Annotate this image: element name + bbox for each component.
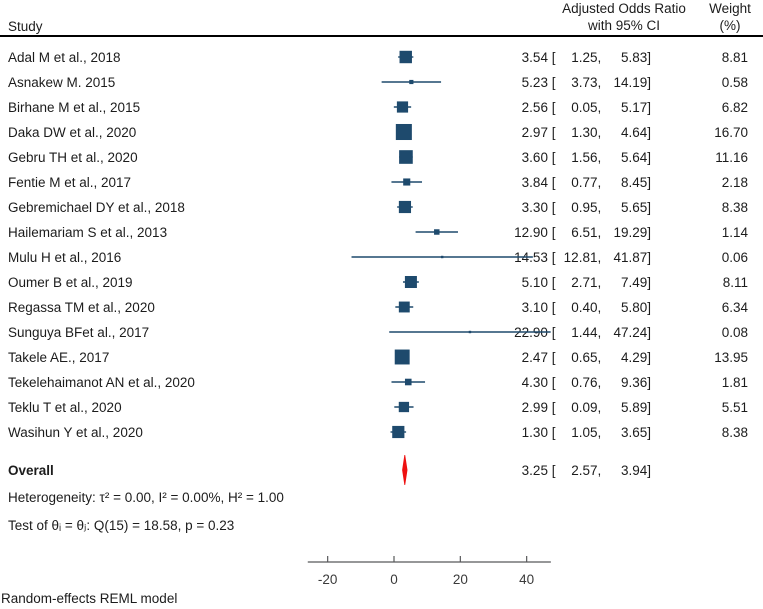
effect-marker (398, 301, 410, 313)
effect-marker (396, 101, 409, 113)
weight-column-header-line2: (%) (719, 17, 741, 33)
x-axis-tick-label: 0 (390, 572, 398, 587)
study-name: Gebremichael DY et al., 2018 (8, 199, 185, 215)
effect-marker (398, 401, 410, 413)
study-weight: 8.11 (722, 274, 748, 290)
study-effect-ci: 5.23 [3.73, 14.19] (521, 74, 651, 90)
study-name: Adal M et al., 2018 (8, 49, 121, 65)
effect-marker (409, 79, 414, 85)
study-name: Teklu T et al., 2020 (8, 399, 122, 415)
study-effect-ci: 5.10 [2.71, 7.49] (521, 274, 651, 290)
effect-marker (404, 378, 412, 386)
study-name: Daka DW et al., 2020 (8, 124, 137, 140)
x-axis-tick-label: 40 (519, 572, 534, 587)
weight-column-header-line1: Weight (709, 1, 751, 16)
study-effect-ci: 1.30 [1.05, 3.65] (521, 424, 651, 440)
study-weight: 0.08 (721, 324, 748, 340)
study-name: Oumer B et al., 2019 (8, 274, 133, 290)
study-name: Fentie M et al., 2017 (8, 174, 132, 190)
study-name: Sunguya BFet al., 2017 (8, 324, 150, 340)
study-weight: 6.34 (721, 299, 748, 315)
effect-column-header-line1: Adjusted Odds Ratio (562, 1, 686, 16)
study-weight: 2.18 (721, 174, 748, 190)
header-divider (0, 35, 763, 37)
model-note: Random-effects REML model (1, 591, 178, 606)
effect-column-header: Adjusted Odds Ratio with 95% CI (548, 1, 700, 34)
overall-effect-ci: 3.25 [2.57, 3.94] (521, 462, 651, 478)
study-name: Mulu H et al., 2016 (8, 249, 122, 265)
effect-marker (392, 425, 405, 439)
study-effect-ci: 3.84 [0.77, 8.45] (521, 174, 651, 190)
study-effect-ci: 2.97 [1.30, 4.64] (521, 124, 651, 140)
study-weight: 5.51 (721, 399, 748, 415)
study-effect-ci: 3.10 [0.40, 5.80] (521, 299, 651, 315)
study-name: Tekelehaimanot AN et al., 2020 (8, 374, 195, 390)
study-weight: 6.82 (721, 99, 748, 115)
study-name: Wasihun Y et al., 2020 (8, 424, 143, 440)
x-axis-tick-label: 20 (453, 572, 468, 587)
study-name: Gebru TH et al., 2020 (8, 149, 138, 165)
study-weight: 11.16 (715, 149, 748, 165)
homogeneity-test-stats: Test of θᵢ = θⱼ: Q(15) = 18.58, p = 0.23 (8, 518, 235, 533)
study-weight: 0.58 (721, 74, 748, 90)
study-weight: 1.14 (721, 224, 748, 240)
effect-marker (440, 255, 444, 259)
study-effect-ci: 14.53 [12.81, 41.87] (514, 249, 651, 265)
effect-marker (404, 275, 417, 289)
study-name: Birhane M et al., 2015 (8, 99, 141, 115)
effect-marker (399, 50, 412, 64)
study-weight: 8.38 (721, 199, 748, 215)
study-name: Takele AE., 2017 (8, 349, 110, 365)
effect-marker (394, 349, 410, 365)
effect-marker (468, 330, 472, 334)
overall-label: Overall (8, 462, 54, 478)
study-effect-ci: 12.90 [6.51, 19.29] (514, 224, 651, 240)
study-weight: 8.81 (721, 49, 748, 65)
study-weight: 1.81 (721, 374, 748, 390)
study-weight: 0.06 (721, 249, 748, 265)
effect-marker (398, 200, 412, 214)
study-effect-ci: 4.30 [0.76, 9.36] (521, 374, 651, 390)
study-effect-ci: 2.56 [0.05, 5.17] (521, 99, 651, 115)
study-weight: 13.95 (714, 349, 748, 365)
study-weight: 16.70 (714, 124, 748, 140)
study-weight: 8.38 (721, 424, 748, 440)
x-axis-tick-label: -20 (318, 572, 338, 587)
heterogeneity-stats: Heterogeneity: τ² = 0.00, I² = 0.00%, H²… (8, 490, 284, 505)
study-effect-ci: 2.99 [0.09, 5.89] (521, 399, 651, 415)
study-name: Asnakew M. 2015 (8, 74, 116, 90)
study-effect-ci: 3.60 [1.56, 5.64] (521, 149, 651, 165)
study-effect-ci: 3.54 [1.25, 5.83] (521, 49, 651, 65)
effect-marker (434, 229, 440, 235)
effect-column-header-line2: with 95% CI (587, 17, 661, 33)
effect-marker (403, 178, 411, 186)
study-name: Hailemariam S et al., 2013 (8, 224, 168, 240)
study-effect-ci: 2.47 [0.65, 4.29] (521, 349, 651, 365)
weight-column-header: Weight (%) (699, 1, 761, 34)
study-name: Regassa TM et al., 2020 (8, 299, 155, 315)
overall-diamond (402, 454, 408, 486)
effect-marker (395, 123, 412, 141)
study-effect-ci: 3.30 [0.95, 5.65] (521, 199, 651, 215)
effect-marker (399, 150, 413, 164)
study-column-header: Study (8, 19, 43, 34)
